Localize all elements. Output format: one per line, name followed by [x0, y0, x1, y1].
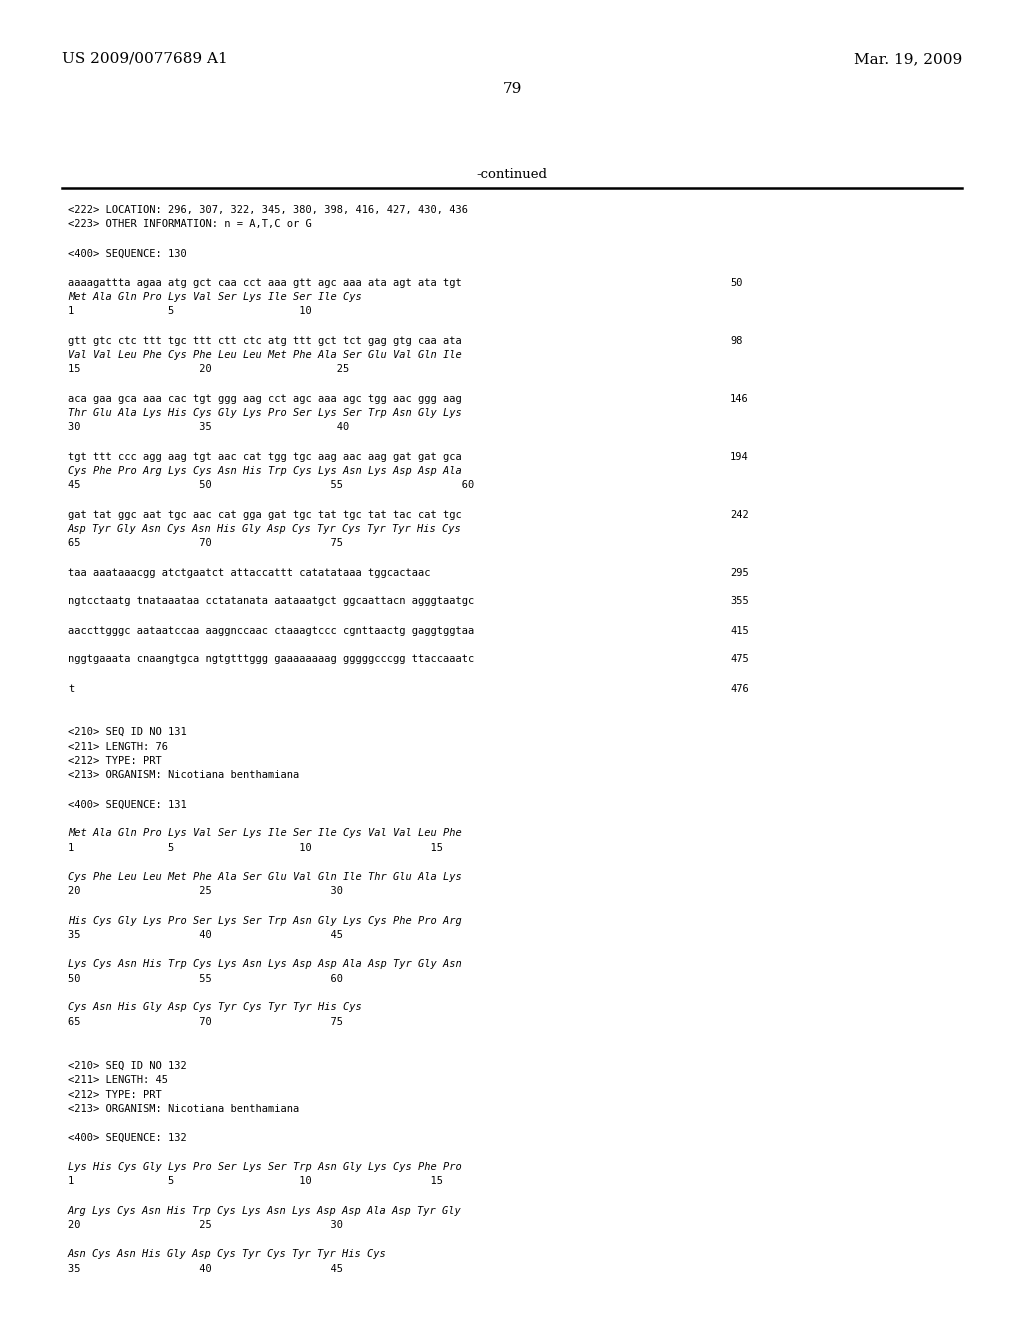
Text: nggtgaaata cnaangtgca ngtgtttggg gaaaaaaaag gggggcccgg ttaccaaatc: nggtgaaata cnaangtgca ngtgtttggg gaaaaaa… — [68, 655, 474, 664]
Text: <211> LENGTH: 76: <211> LENGTH: 76 — [68, 742, 168, 751]
Text: gtt gtc ctc ttt tgc ttt ctt ctc atg ttt gct tct gag gtg caa ata: gtt gtc ctc ttt tgc ttt ctt ctc atg ttt … — [68, 335, 462, 346]
Text: 415: 415 — [730, 626, 749, 635]
Text: Cys Phe Leu Leu Met Phe Ala Ser Glu Val Gln Ile Thr Glu Ala Lys: Cys Phe Leu Leu Met Phe Ala Ser Glu Val … — [68, 873, 462, 882]
Text: 20                   25                   30: 20 25 30 — [68, 1220, 343, 1230]
Text: 79: 79 — [503, 82, 521, 96]
Text: 1               5                    10: 1 5 10 — [68, 306, 311, 317]
Text: 15                   20                    25: 15 20 25 — [68, 364, 349, 375]
Text: 1               5                    10                   15: 1 5 10 15 — [68, 1176, 443, 1187]
Text: Lys Cys Asn His Trp Cys Lys Asn Lys Asp Asp Ala Asp Tyr Gly Asn: Lys Cys Asn His Trp Cys Lys Asn Lys Asp … — [68, 960, 462, 969]
Text: <223> OTHER INFORMATION: n = A,T,C or G: <223> OTHER INFORMATION: n = A,T,C or G — [68, 219, 311, 230]
Text: <222> LOCATION: 296, 307, 322, 345, 380, 398, 416, 427, 430, 436: <222> LOCATION: 296, 307, 322, 345, 380,… — [68, 205, 468, 215]
Text: Cys Phe Pro Arg Lys Cys Asn His Trp Cys Lys Asn Lys Asp Asp Ala: Cys Phe Pro Arg Lys Cys Asn His Trp Cys … — [68, 466, 462, 477]
Text: Mar. 19, 2009: Mar. 19, 2009 — [854, 51, 962, 66]
Text: Met Ala Gln Pro Lys Val Ser Lys Ile Ser Ile Cys Val Val Leu Phe: Met Ala Gln Pro Lys Val Ser Lys Ile Ser … — [68, 829, 462, 838]
Text: 98: 98 — [730, 335, 742, 346]
Text: <212> TYPE: PRT: <212> TYPE: PRT — [68, 1089, 162, 1100]
Text: gat tat ggc aat tgc aac cat gga gat tgc tat tgc tat tac cat tgc: gat tat ggc aat tgc aac cat gga gat tgc … — [68, 510, 462, 520]
Text: 242: 242 — [730, 510, 749, 520]
Text: aaaagattta agaa atg gct caa cct aaa gtt agc aaa ata agt ata tgt: aaaagattta agaa atg gct caa cct aaa gtt … — [68, 277, 462, 288]
Text: aca gaa gca aaa cac tgt ggg aag cct agc aaa agc tgg aac ggg aag: aca gaa gca aaa cac tgt ggg aag cct agc … — [68, 393, 462, 404]
Text: <213> ORGANISM: Nicotiana benthamiana: <213> ORGANISM: Nicotiana benthamiana — [68, 1104, 299, 1114]
Text: <211> LENGTH: 45: <211> LENGTH: 45 — [68, 1074, 168, 1085]
Text: t: t — [68, 684, 75, 693]
Text: His Cys Gly Lys Pro Ser Lys Ser Trp Asn Gly Lys Cys Phe Pro Arg: His Cys Gly Lys Pro Ser Lys Ser Trp Asn … — [68, 916, 462, 925]
Text: Cys Asn His Gly Asp Cys Tyr Cys Tyr Tyr His Cys: Cys Asn His Gly Asp Cys Tyr Cys Tyr Tyr … — [68, 1002, 361, 1012]
Text: -continued: -continued — [476, 168, 548, 181]
Text: US 2009/0077689 A1: US 2009/0077689 A1 — [62, 51, 227, 66]
Text: <400> SEQUENCE: 130: <400> SEQUENCE: 130 — [68, 248, 186, 259]
Text: 50: 50 — [730, 277, 742, 288]
Text: 35                   40                   45: 35 40 45 — [68, 931, 343, 940]
Text: 20                   25                   30: 20 25 30 — [68, 887, 343, 896]
Text: 35                   40                   45: 35 40 45 — [68, 1263, 343, 1274]
Text: 476: 476 — [730, 684, 749, 693]
Text: 45                   50                   55                   60: 45 50 55 60 — [68, 480, 474, 491]
Text: <210> SEQ ID NO 132: <210> SEQ ID NO 132 — [68, 1060, 186, 1071]
Text: Arg Lys Cys Asn His Trp Cys Lys Asn Lys Asp Asp Ala Asp Tyr Gly: Arg Lys Cys Asn His Trp Cys Lys Asn Lys … — [68, 1205, 462, 1216]
Text: Lys His Cys Gly Lys Pro Ser Lys Ser Trp Asn Gly Lys Cys Phe Pro: Lys His Cys Gly Lys Pro Ser Lys Ser Trp … — [68, 1162, 462, 1172]
Text: <400> SEQUENCE: 132: <400> SEQUENCE: 132 — [68, 1133, 186, 1143]
Text: Thr Glu Ala Lys His Cys Gly Lys Pro Ser Lys Ser Trp Asn Gly Lys: Thr Glu Ala Lys His Cys Gly Lys Pro Ser … — [68, 408, 462, 418]
Text: 1               5                    10                   15: 1 5 10 15 — [68, 843, 443, 853]
Text: aaccttgggc aataatccaa aaggnccaac ctaaagtccc cgnttaactg gaggtggtaa: aaccttgggc aataatccaa aaggnccaac ctaaagt… — [68, 626, 474, 635]
Text: ngtcctaatg tnataaataa cctatanata aataaatgct ggcaattacn agggtaatgc: ngtcctaatg tnataaataa cctatanata aataaat… — [68, 597, 474, 606]
Text: tgt ttt ccc agg aag tgt aac cat tgg tgc aag aac aag gat gat gca: tgt ttt ccc agg aag tgt aac cat tgg tgc … — [68, 451, 462, 462]
Text: <212> TYPE: PRT: <212> TYPE: PRT — [68, 756, 162, 766]
Text: 50                   55                   60: 50 55 60 — [68, 974, 343, 983]
Text: Met Ala Gln Pro Lys Val Ser Lys Ile Ser Ile Cys: Met Ala Gln Pro Lys Val Ser Lys Ile Ser … — [68, 292, 361, 302]
Text: 30                   35                    40: 30 35 40 — [68, 422, 349, 433]
Text: 65                   70                   75: 65 70 75 — [68, 1016, 343, 1027]
Text: 146: 146 — [730, 393, 749, 404]
Text: 355: 355 — [730, 597, 749, 606]
Text: <210> SEQ ID NO 131: <210> SEQ ID NO 131 — [68, 727, 186, 737]
Text: 295: 295 — [730, 568, 749, 578]
Text: Asn Cys Asn His Gly Asp Cys Tyr Cys Tyr Tyr His Cys: Asn Cys Asn His Gly Asp Cys Tyr Cys Tyr … — [68, 1249, 387, 1259]
Text: 194: 194 — [730, 451, 749, 462]
Text: Val Val Leu Phe Cys Phe Leu Leu Met Phe Ala Ser Glu Val Gln Ile: Val Val Leu Phe Cys Phe Leu Leu Met Phe … — [68, 350, 462, 360]
Text: taa aaataaacgg atctgaatct attaccattt catatataaa tggcactaac: taa aaataaacgg atctgaatct attaccattt cat… — [68, 568, 430, 578]
Text: <213> ORGANISM: Nicotiana benthamiana: <213> ORGANISM: Nicotiana benthamiana — [68, 771, 299, 780]
Text: Asp Tyr Gly Asn Cys Asn His Gly Asp Cys Tyr Cys Tyr Tyr His Cys: Asp Tyr Gly Asn Cys Asn His Gly Asp Cys … — [68, 524, 462, 535]
Text: <400> SEQUENCE: 131: <400> SEQUENCE: 131 — [68, 800, 186, 809]
Text: 65                   70                   75: 65 70 75 — [68, 539, 343, 549]
Text: 475: 475 — [730, 655, 749, 664]
